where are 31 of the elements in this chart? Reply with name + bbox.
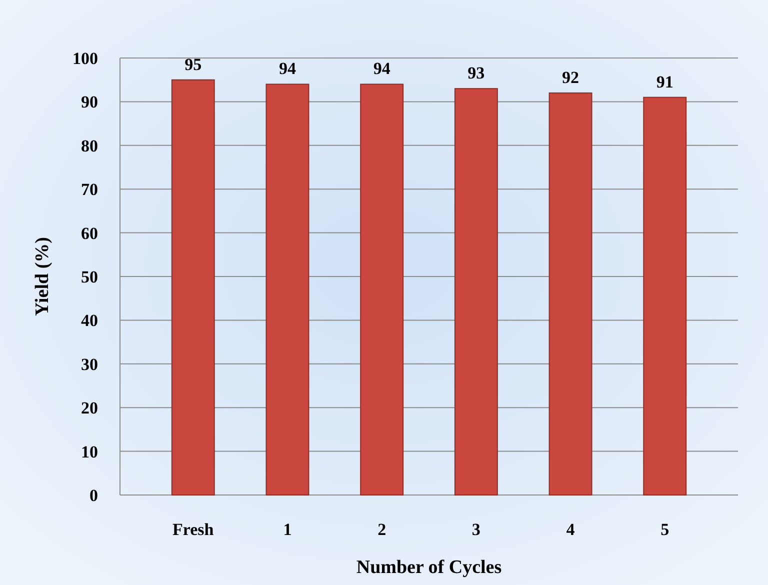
y-tick-label: 0	[90, 486, 98, 505]
x-tick-label: 4	[566, 520, 576, 539]
data-label: 94	[373, 59, 391, 78]
y-tick-label: 100	[72, 48, 98, 68]
bar	[548, 92, 592, 496]
x-tick-label: 1	[283, 520, 292, 539]
y-tick-label: 20	[81, 398, 98, 418]
y-tick-label: 80	[81, 136, 98, 156]
y-tick-label: 60	[81, 224, 98, 243]
y-tick-label: 40	[81, 311, 98, 330]
bar	[643, 96, 687, 496]
x-tick-label: 2	[378, 520, 386, 539]
y-tick-label: 50	[81, 267, 98, 286]
x-tick-label: Fresh	[172, 520, 214, 539]
bar	[266, 84, 310, 496]
y-tick-label: 10	[81, 442, 98, 462]
data-label: 93	[468, 64, 485, 83]
x-tick-label: 3	[472, 520, 480, 539]
x-axis-title: Number of Cycles	[356, 557, 502, 578]
y-tick-label: 70	[81, 180, 98, 200]
y-tick-label: 30	[81, 354, 98, 374]
data-label: 91	[656, 72, 674, 92]
bar	[171, 79, 215, 496]
bar	[454, 88, 498, 496]
data-label: 92	[562, 68, 580, 87]
y-tick-label: 90	[81, 92, 98, 112]
data-label: 94	[278, 59, 296, 78]
data-label: 95	[184, 54, 202, 74]
x-tick-label: 5	[660, 520, 670, 539]
y-axis-title: Yield (%)	[32, 237, 53, 316]
bar	[360, 84, 404, 496]
